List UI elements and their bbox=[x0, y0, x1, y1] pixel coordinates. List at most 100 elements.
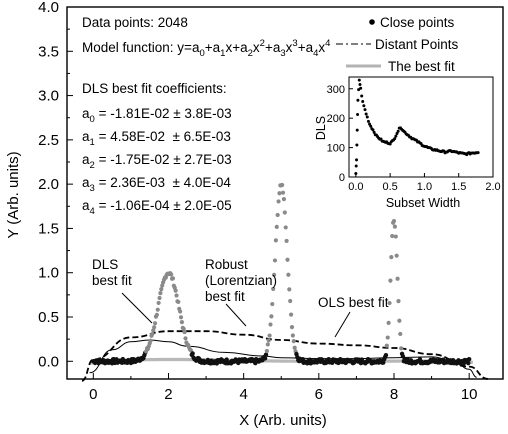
x-tick-label: 0 bbox=[89, 386, 97, 403]
x-tick-label: 4 bbox=[239, 386, 247, 403]
distant-point bbox=[291, 339, 296, 344]
distant-point bbox=[152, 325, 157, 330]
legend-label-close-points: Close points bbox=[380, 15, 455, 30]
distant-point bbox=[274, 224, 279, 230]
coefficients-title: DLS best fit coefficients: bbox=[82, 81, 227, 96]
inset-point bbox=[379, 137, 383, 141]
distant-point bbox=[182, 329, 187, 335]
inset-y-tick-label: 200 bbox=[327, 113, 345, 125]
distant-point bbox=[157, 295, 162, 301]
plot-frame bbox=[66, 6, 504, 380]
inset-point bbox=[362, 104, 366, 108]
distant-point bbox=[270, 301, 275, 307]
inset-point bbox=[358, 83, 362, 87]
inset-x-tick-label: 0.5 bbox=[382, 181, 397, 193]
distant-point bbox=[280, 182, 285, 188]
distant-point bbox=[397, 318, 402, 323]
distant-point bbox=[265, 342, 270, 347]
annotation-robust-lorentzian: (Lorentzian) bbox=[205, 273, 277, 288]
y-tick-label: 1.5 bbox=[38, 220, 59, 237]
distant-point bbox=[275, 212, 280, 218]
close-point bbox=[262, 356, 268, 361]
inset-y-tick-label: 100 bbox=[327, 143, 345, 155]
x-tick-label: 6 bbox=[315, 386, 323, 403]
close-point bbox=[224, 357, 229, 362]
coefficient-a1: a1 = 4.58E-02 ± 6.5E-03 bbox=[82, 129, 231, 148]
inset-point bbox=[356, 98, 360, 102]
inset-point bbox=[361, 99, 365, 103]
distant-point bbox=[151, 328, 156, 333]
distant-point bbox=[266, 338, 271, 343]
distant-point bbox=[174, 293, 179, 298]
distant-point bbox=[288, 312, 294, 317]
coefficient-a2: a2 = -1.75E-02 ± 2.7E-03 bbox=[82, 152, 232, 171]
annotation-dls: DLS bbox=[92, 257, 118, 272]
distant-point bbox=[284, 238, 289, 244]
distant-point bbox=[264, 348, 270, 354]
inset-point bbox=[355, 128, 359, 132]
distant-point bbox=[396, 298, 401, 304]
annotation-ols-arrow bbox=[334, 311, 351, 338]
inset-x-axis-label: Subset Width bbox=[386, 196, 460, 210]
close-point bbox=[190, 351, 195, 356]
distant-point bbox=[286, 272, 291, 277]
distant-point bbox=[179, 320, 185, 325]
inset-point bbox=[394, 134, 398, 138]
inset-y-tick-label: 0 bbox=[339, 172, 345, 184]
distant-point bbox=[272, 258, 278, 263]
distant-point bbox=[271, 286, 276, 292]
distant-point bbox=[288, 298, 293, 304]
distant-point bbox=[285, 257, 290, 262]
inset-x-tick-label: 1.0 bbox=[417, 181, 432, 193]
distant-point bbox=[388, 278, 393, 283]
inset-point bbox=[476, 151, 480, 155]
inset-axis-ticks: 0.0 0.5 1.0 1.5 2.0 0 100 200 300 bbox=[327, 84, 501, 193]
model-function: Model function: y=a0+a1x+a2x2+a3x3+a4x4 bbox=[82, 38, 330, 59]
close-point bbox=[400, 354, 406, 359]
distant-point bbox=[183, 336, 188, 341]
x-tick-label: 8 bbox=[390, 386, 398, 403]
distant-point bbox=[393, 234, 398, 239]
inset-point bbox=[388, 142, 392, 146]
distant-point bbox=[384, 343, 389, 348]
distant-point bbox=[276, 199, 281, 204]
inset-point bbox=[393, 137, 397, 141]
annotation-dls-arrow bbox=[121, 292, 153, 324]
distant-point bbox=[389, 255, 394, 260]
close-point bbox=[466, 357, 472, 362]
y-tick-label: 3.5 bbox=[38, 43, 59, 60]
distant-point bbox=[392, 224, 397, 229]
distant-point bbox=[282, 210, 287, 215]
inset-point bbox=[355, 158, 359, 162]
y-tick-label: 0.5 bbox=[38, 309, 59, 326]
distant-point bbox=[273, 238, 278, 243]
distant-point bbox=[283, 225, 288, 230]
inset-x-tick-label: 1.5 bbox=[451, 181, 466, 193]
close-point bbox=[263, 352, 269, 357]
inset-point bbox=[396, 129, 400, 133]
inset-point bbox=[372, 130, 376, 134]
distant-point bbox=[277, 191, 282, 196]
distant-point bbox=[390, 233, 395, 239]
inset-point bbox=[360, 94, 364, 98]
distant-point bbox=[178, 315, 184, 320]
distant-point bbox=[280, 190, 286, 195]
distant-point bbox=[267, 333, 272, 338]
distant-point bbox=[398, 331, 403, 337]
distant-point bbox=[386, 320, 391, 326]
legend-marker-close-points bbox=[369, 19, 375, 25]
main-axis-ticks: 0 2 4 6 8 10 0.0 0.5 1.0 1.5 2.0 2.5 3.0 3.5 4.0 bbox=[38, 0, 477, 403]
distant-point bbox=[159, 287, 164, 292]
close-point bbox=[466, 360, 471, 366]
close-point bbox=[381, 360, 386, 365]
data-points-info: Data points: 2048 bbox=[82, 15, 188, 30]
legend: Close points Distant Points The best fit bbox=[336, 15, 459, 74]
distant-point bbox=[169, 272, 174, 277]
y-tick-label: 2.5 bbox=[38, 132, 59, 149]
x-axis-label: X (Arb. units) bbox=[239, 412, 327, 429]
x-tick-label: 10 bbox=[461, 386, 478, 403]
distant-point bbox=[173, 288, 178, 293]
distant-point bbox=[178, 309, 183, 314]
inset-point bbox=[365, 115, 369, 119]
